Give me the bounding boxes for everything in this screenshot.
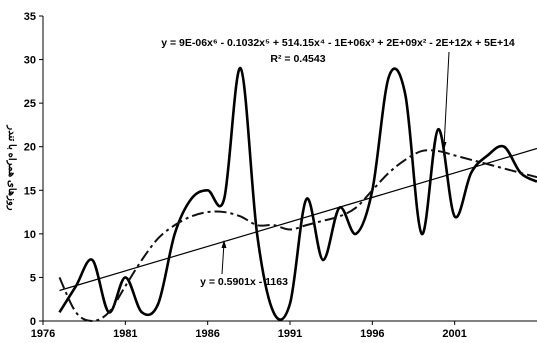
y-tick-label: 10 (24, 229, 36, 241)
y-tick-label: 0 (30, 316, 36, 328)
y-tick-label: 30 (24, 55, 36, 67)
linear-trendline (59, 147, 537, 292)
x-axis-ticks: 1976 1981 1986 1991 1996 2001 (31, 321, 467, 340)
polynomial-equation-annotation: y = 9E-06x⁶ - 0.1032x⁵ + 514.15x⁴ - 1E+0… (161, 37, 515, 150)
x-tick-label: 1976 (31, 328, 55, 340)
linear-equation: y = 0.5901x - 1163 (200, 276, 288, 288)
linear-equation-annotation: y = 0.5901x - 1163 (200, 240, 288, 288)
linear-annotation-arrowhead (221, 240, 227, 248)
x-tick-label: 1996 (360, 328, 384, 340)
linear-annotation-arrow (221, 242, 225, 275)
y-tick-label: 15 (24, 185, 36, 197)
x-tick-label: 1991 (278, 328, 302, 340)
y-axis-ticks: 0 5 10 15 20 25 30 35 (24, 11, 43, 328)
y-tick-label: 5 (30, 272, 36, 284)
y-tick-label: 25 (24, 98, 36, 110)
polynomial-annotation-arrowhead (441, 142, 447, 150)
x-tick-label: 1986 (195, 328, 219, 340)
y-axis-label: روزهای همراه با تندر (6, 124, 17, 210)
polynomial-equation: y = 9E-06x⁶ - 0.1032x⁵ + 514.15x⁴ - 1E+0… (161, 37, 515, 49)
polynomial-annotation-arrow (443, 51, 450, 148)
y-tick-label: 20 (24, 142, 36, 154)
x-tick-label: 2001 (442, 328, 466, 340)
r-squared: R² = 0.4543 (270, 53, 325, 65)
observed-series-line (58, 66, 537, 321)
y-tick-label: 35 (24, 11, 36, 23)
x-tick-label: 1981 (113, 328, 137, 340)
polynomial-trendline (58, 149, 537, 323)
series-layer (58, 66, 537, 323)
